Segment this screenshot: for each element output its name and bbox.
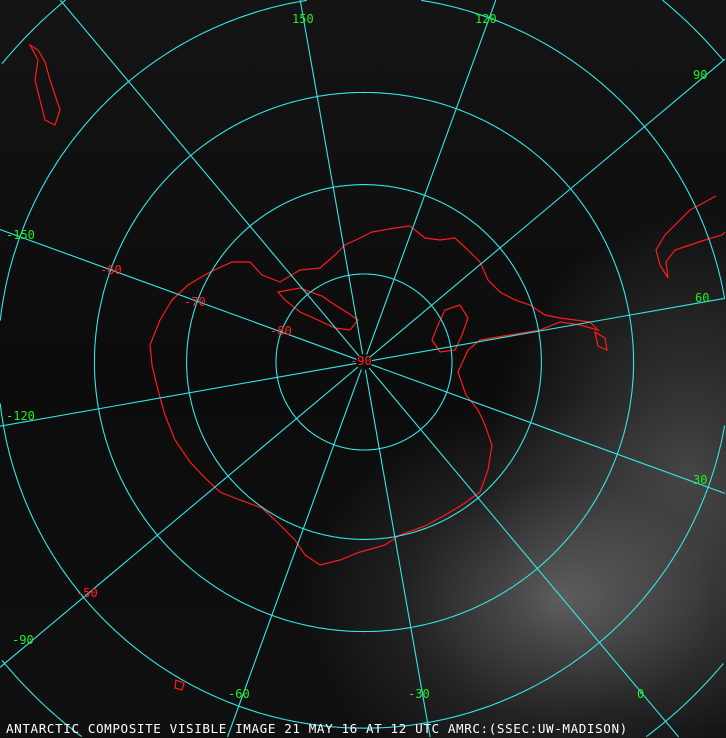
meridian--150 xyxy=(0,228,357,360)
longitude-label: 30 xyxy=(693,473,708,487)
ice-shelf-coastline-east xyxy=(431,304,469,353)
meridian-30 xyxy=(371,364,726,494)
longitude-label: 0 xyxy=(637,687,645,701)
meridian-0 xyxy=(368,367,680,738)
new-zealand-coastline xyxy=(28,43,61,126)
island-coastline xyxy=(594,330,608,352)
longitude-label: 150 xyxy=(292,12,314,26)
latitude-label: -50 xyxy=(76,586,98,600)
latitude-label: -60 xyxy=(100,263,122,277)
meridian-120 xyxy=(366,0,497,355)
latitude-label: -70 xyxy=(184,295,206,309)
longitude-label: -150 xyxy=(6,228,35,242)
meridian--60 xyxy=(226,369,362,738)
image-caption: ANTARCTIC COMPOSITE VISIBLE IMAGE 21 MAY… xyxy=(6,721,628,736)
longitude-label: -30 xyxy=(408,687,430,701)
meridian-90 xyxy=(369,58,726,358)
longitude-label: 60 xyxy=(695,291,710,305)
latitude-label: -90 xyxy=(350,354,372,368)
meridian--30 xyxy=(364,369,431,738)
parallel--80 xyxy=(275,273,453,451)
latitude-label: -80 xyxy=(270,324,292,338)
longitude-label: -60 xyxy=(228,687,250,701)
coastlines xyxy=(28,43,726,691)
ice-shelf-coastline xyxy=(276,287,359,331)
island-coastline xyxy=(174,679,185,691)
meridian-60 xyxy=(371,297,726,362)
meridian--120 xyxy=(0,362,357,427)
longitude-label: 90 xyxy=(693,68,708,82)
parallel--60 xyxy=(93,91,635,633)
meridian--90 xyxy=(0,366,359,668)
antarctica-coastline xyxy=(149,225,601,566)
parallel--70 xyxy=(186,184,542,540)
south-america-coastline xyxy=(655,195,726,279)
longitude-label: -90 xyxy=(12,633,34,647)
meridian-180 xyxy=(59,0,360,357)
longitude-label: 120 xyxy=(475,12,497,26)
meridian-150 xyxy=(299,0,364,355)
longitude-label: -120 xyxy=(6,409,35,423)
